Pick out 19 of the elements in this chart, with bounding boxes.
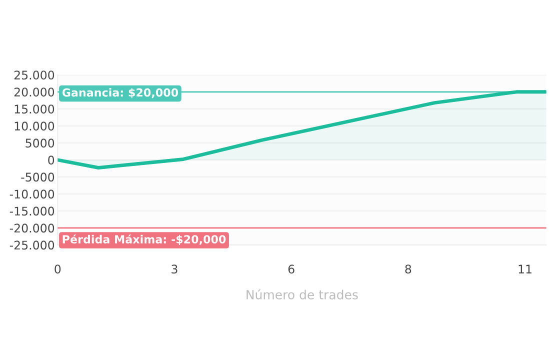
y-tick-label: -5000 [21,172,54,182]
y-tick-label: 15.000 [14,104,54,114]
x-tick-label: 0 [54,264,61,274]
y-tick-label: -25.000 [10,240,54,250]
annotation: Pérdida Máxima: -$20,000 [62,234,226,245]
y-tick-label: -15.000 [10,206,54,216]
x-tick-label: 11 [518,264,532,274]
x-axis-title: Número de trades [246,289,358,300]
annotation: Ganancia: $20,000 [62,88,178,98]
y-tick-label: 0 [48,156,54,165]
y-tick-label: 10.000 [14,122,54,131]
y-tick-label: -10.000 [10,190,54,199]
x-tick-label: 8 [405,264,412,274]
y-tick-label: 20.000 [14,88,54,97]
y-tick-label: -20.000 [10,224,54,233]
x-tick-label: 3 [172,264,178,274]
y-tick-label: 25.000 [14,70,54,80]
y-tick-label: 5000 [26,138,54,148]
x-tick-label: 6 [288,264,294,274]
